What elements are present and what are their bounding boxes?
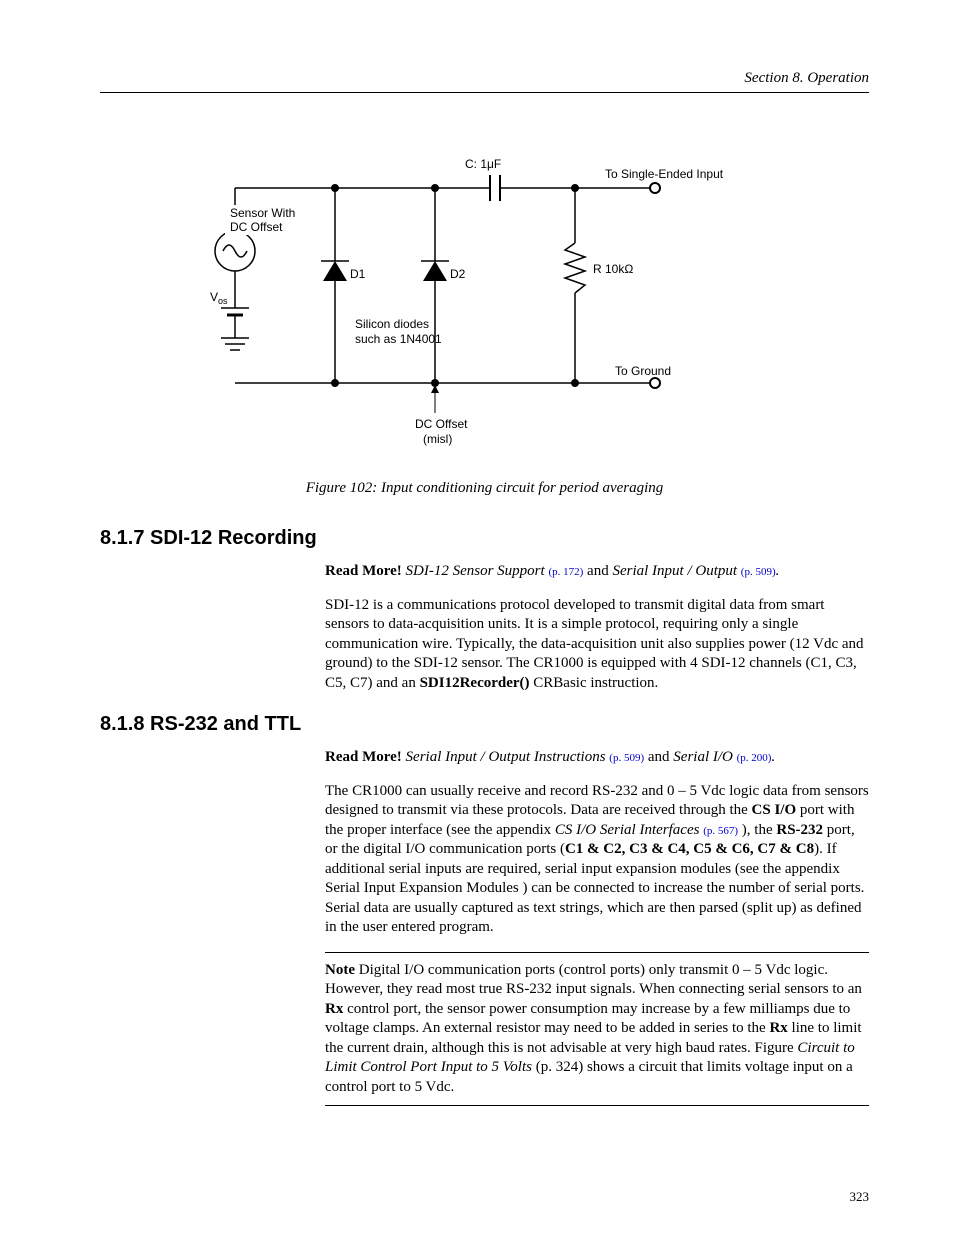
para-818-1: The CR1000 can usually receive and recor… — [325, 782, 869, 938]
link-p200[interactable]: (p. 200) — [737, 752, 772, 764]
readmore-p2: Serial Input / Output — [612, 563, 740, 579]
p1-b: CS I/O — [752, 802, 797, 818]
heading-818: 8.1.8 RS-232 and TTL — [100, 713, 869, 736]
readmore-and: and — [583, 563, 612, 579]
label-d2: D2 — [450, 267, 466, 281]
readmore-818-p1: Serial Input / Output Instructions — [402, 749, 610, 765]
link-p509-b[interactable]: (p. 509) — [609, 752, 644, 764]
label-misl: (misl) — [423, 432, 452, 446]
link-p172[interactable]: (p. 172) — [548, 566, 583, 578]
label-cap: C: 1μF — [465, 157, 501, 171]
note-818: Note Digital I/O communication ports (co… — [325, 952, 869, 1107]
label-diode-1: Silicon diodes — [355, 317, 429, 331]
readmore-818-p2: Serial I/O — [673, 749, 736, 765]
label-diode-2: such as 1N4001 — [355, 332, 442, 346]
link-p509-a[interactable]: (p. 509) — [741, 566, 776, 578]
para-817: SDI-12 is a communications protocol deve… — [325, 596, 869, 694]
label-sensor-2: DC Offset — [230, 220, 283, 234]
readmore-prefix: Read More! — [325, 563, 402, 579]
label-r: R 10kΩ — [593, 262, 633, 276]
page-number: 323 — [850, 1189, 870, 1205]
p1-f: RS-232 — [776, 822, 823, 838]
p1-e: ), the — [738, 822, 776, 838]
readmore-p1: SDI-12 Sensor Support — [402, 563, 549, 579]
label-d1: D1 — [350, 267, 366, 281]
figure-caption: Figure 102: Input conditioning circuit f… — [100, 480, 869, 497]
readmore-818-period: . — [771, 749, 775, 765]
label-ground: To Ground — [615, 364, 671, 378]
link-p567[interactable]: (p. 567) — [703, 825, 738, 837]
page-header: Section 8. Operation — [100, 70, 869, 93]
para-817-after: CRBasic instruction. — [530, 675, 659, 691]
note-a: Digital I/O communication ports (control… — [325, 962, 862, 998]
label-vos: Vos — [210, 290, 228, 306]
label-dcoffset: DC Offset — [415, 417, 468, 431]
circuit-svg: Vos Sensor With DC Offset D1 — [205, 153, 765, 463]
para-817-bold: SDI12Recorder() — [420, 675, 530, 691]
readmore-prefix-818: Read More! — [325, 749, 402, 765]
body-817: Read More! SDI-12 Sensor Support (p. 172… — [325, 562, 869, 693]
p1-d: CS I/O Serial Interfaces — [555, 822, 703, 838]
note-d: Rx — [769, 1020, 787, 1036]
readmore-period: . — [776, 563, 780, 579]
figure-circuit: Vos Sensor With DC Offset D1 — [100, 153, 869, 468]
label-sensor-1: Sensor With — [230, 206, 295, 220]
body-818: Read More! Serial Input / Output Instruc… — [325, 748, 869, 1106]
readmore-817: Read More! SDI-12 Sensor Support (p. 172… — [325, 562, 869, 582]
page-container: Section 8. Operation — [0, 0, 954, 1235]
heading-817: 8.1.7 SDI-12 Recording — [100, 527, 869, 550]
readmore-818: Read More! Serial Input / Output Instruc… — [325, 748, 869, 768]
note-label: Note — [325, 962, 355, 978]
note-b: Rx — [325, 1001, 343, 1017]
p1-h: C1 & C2, C3 & C4, C5 & C6, C7 & C8 — [565, 841, 814, 857]
readmore-818-and: and — [644, 749, 673, 765]
label-single-ended: To Single-Ended Input — [605, 167, 724, 181]
